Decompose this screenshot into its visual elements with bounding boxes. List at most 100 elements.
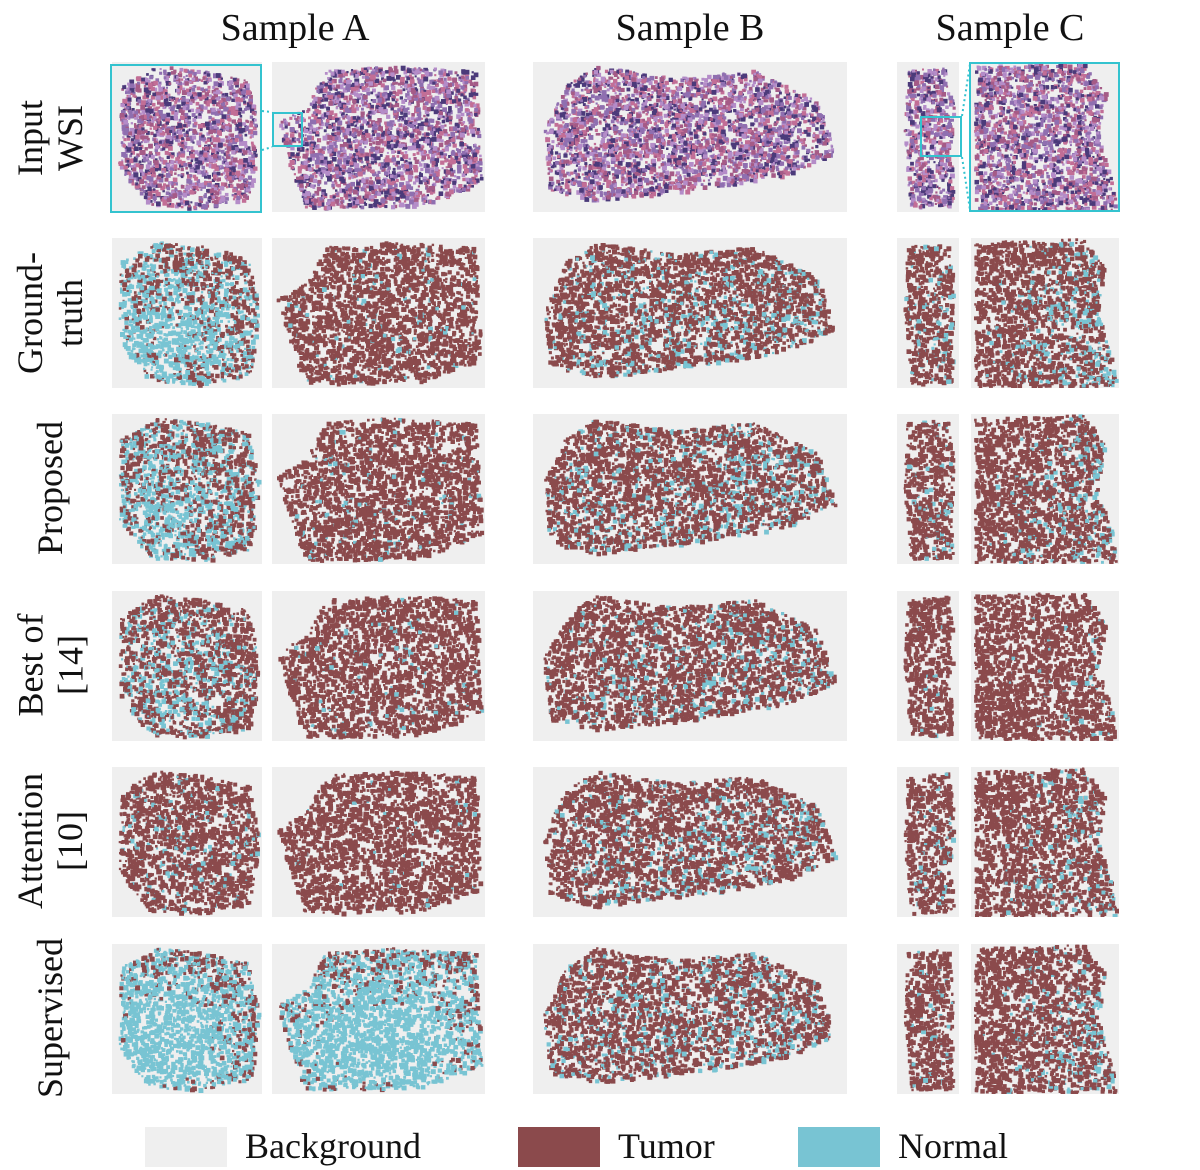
pixel-mark xyxy=(335,164,340,169)
pixel-mark xyxy=(148,176,154,182)
pixel-mark xyxy=(214,111,220,116)
pixel-mark xyxy=(402,126,408,132)
pixel-mark xyxy=(288,163,293,168)
pixel-mark xyxy=(320,104,324,109)
pixel-mark xyxy=(155,178,160,182)
pixel-mark xyxy=(380,147,385,152)
pixel-mark xyxy=(548,169,553,173)
pixel-mark xyxy=(226,150,230,153)
pixel-mark xyxy=(165,81,171,86)
pixel-mark xyxy=(320,160,324,164)
pixel-mark xyxy=(685,77,691,83)
pixel-mark xyxy=(352,70,356,74)
pixel-mark xyxy=(159,68,162,71)
pixel-mark xyxy=(404,151,408,154)
pixel-mark xyxy=(348,144,352,149)
pixel-mark xyxy=(185,78,188,81)
pixel-mark xyxy=(240,83,245,88)
pixel-mark xyxy=(162,105,166,110)
pixel-mark xyxy=(241,173,244,177)
pixel-mark xyxy=(581,192,585,196)
pixel-mark xyxy=(420,153,423,156)
pixel-mark xyxy=(332,141,337,146)
pixel-mark xyxy=(443,82,449,87)
pixel-mark xyxy=(129,154,133,158)
pixel-mark xyxy=(329,87,333,91)
pixel-mark xyxy=(127,131,132,136)
pixel-mark xyxy=(439,151,444,156)
pixel-mark xyxy=(413,157,417,161)
pixel-mark xyxy=(155,106,159,110)
pixel-mark xyxy=(395,100,398,103)
pixel-mark xyxy=(135,134,140,140)
pixel-mark xyxy=(175,81,179,84)
pixel-mark xyxy=(193,182,197,187)
pixel-mark xyxy=(697,172,701,177)
pixel-mark xyxy=(238,107,243,112)
pixel-mark xyxy=(471,176,476,182)
pixel-mark xyxy=(364,194,369,199)
pixel-mark xyxy=(440,180,444,184)
pixel-mark xyxy=(659,95,663,99)
pixel-mark xyxy=(419,126,424,131)
pixel-mark xyxy=(414,197,419,202)
pixel-mark xyxy=(247,186,250,189)
pixel-mark xyxy=(347,186,353,192)
pixel-mark xyxy=(471,164,476,169)
pixel-mark xyxy=(242,92,245,95)
pixel-mark xyxy=(341,164,345,168)
pixel-mark xyxy=(400,85,403,89)
pixel-mark xyxy=(390,174,394,178)
pixel-mark xyxy=(162,160,168,165)
pixel-mark xyxy=(151,165,155,169)
pixel-mark xyxy=(376,74,380,78)
pixel-mark xyxy=(393,96,396,99)
pixel-mark xyxy=(144,139,147,142)
pixel-mark xyxy=(620,178,626,184)
pixel-mark xyxy=(205,77,210,82)
pixel-mark xyxy=(165,139,170,144)
pixel-mark xyxy=(395,116,398,120)
pixel-mark xyxy=(700,183,704,186)
pixel-mark xyxy=(137,99,142,104)
pixel-mark xyxy=(775,168,780,172)
pixel-mark xyxy=(165,86,168,89)
pixel-mark xyxy=(347,203,352,208)
pixel-mark xyxy=(569,148,573,152)
pixel-mark xyxy=(354,167,360,173)
pixel-mark xyxy=(402,166,407,171)
pixel-mark xyxy=(185,74,188,77)
pixel-mark xyxy=(130,130,135,135)
pixel-mark xyxy=(355,199,361,205)
pixel-mark xyxy=(221,166,224,170)
pixel-mark xyxy=(466,132,470,136)
pixel-mark xyxy=(176,155,181,159)
pixel-mark xyxy=(121,88,124,91)
pixel-mark xyxy=(433,109,439,115)
pixel-mark xyxy=(370,147,376,152)
pixel-mark xyxy=(177,86,180,89)
pixel-mark xyxy=(281,137,287,143)
pixel-mark xyxy=(327,135,333,140)
pixel-mark xyxy=(452,135,456,140)
pixel-mark xyxy=(151,68,154,71)
pixel-mark xyxy=(322,94,327,98)
pixel-mark xyxy=(801,99,804,102)
pixel-mark xyxy=(679,174,682,177)
pixel-mark xyxy=(444,100,449,104)
pixel-mark xyxy=(711,165,717,170)
pixel-mark xyxy=(225,167,230,172)
pixel-mark xyxy=(419,92,424,97)
pixel-mark xyxy=(370,91,374,95)
pixel-mark xyxy=(165,191,170,196)
pixel-mark xyxy=(327,149,332,154)
pixel-mark xyxy=(141,127,145,131)
pixel-mark xyxy=(235,83,239,88)
pixel-mark xyxy=(364,156,369,161)
pixel-mark xyxy=(291,166,295,170)
pixel-mark xyxy=(242,167,246,171)
pixel-mark xyxy=(380,110,385,115)
pixel-mark xyxy=(821,130,826,135)
pixel-mark xyxy=(219,100,223,104)
pixel-mark xyxy=(129,179,133,184)
